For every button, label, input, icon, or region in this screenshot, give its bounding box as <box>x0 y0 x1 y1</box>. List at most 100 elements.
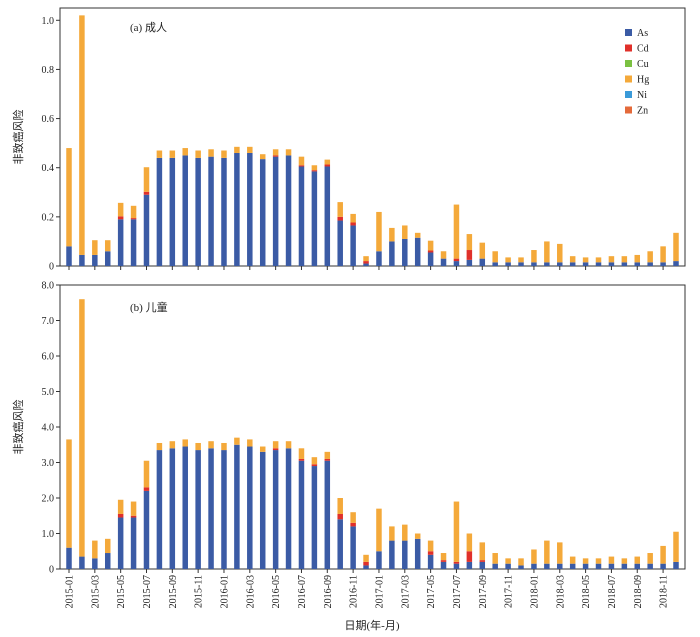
bar-segment-as <box>272 450 279 569</box>
bar-segment-hg <box>518 257 524 263</box>
panel-child-x-axis: 2015-01 2015-03 2015-05 2015-07 2015-09 2015-… <box>65 569 670 608</box>
legend-swatch-cd <box>625 44 632 52</box>
legend-label-as: As <box>637 28 648 39</box>
bar-segment-as <box>608 563 615 569</box>
legend-swatch-hg <box>625 75 632 83</box>
bar-segment-hg <box>440 553 447 561</box>
bar-segment-hg <box>324 159 331 165</box>
bar-segment-hg <box>182 148 188 156</box>
bar-segment-hg <box>673 531 679 562</box>
bar-segment-as <box>582 563 589 569</box>
bar-segment-hg <box>453 204 460 259</box>
bar-segment-as <box>363 565 369 569</box>
bar-segment-cd <box>130 218 137 220</box>
bar-segment-hg <box>117 202 124 217</box>
x-tick-label: 2018-01 <box>529 575 540 608</box>
bar-segment-as <box>479 561 486 569</box>
bar-segment-hg <box>531 250 537 263</box>
bar-segment-as <box>582 262 589 266</box>
bar-segment-as <box>363 263 369 266</box>
x-tick-label: 2016-05 <box>271 575 282 608</box>
bar-segment-as <box>259 451 266 569</box>
bar-segment-hg <box>208 441 214 449</box>
bar-segment-hg <box>376 508 382 552</box>
panel-adult-label: (a) 成人 <box>130 21 167 34</box>
bar-segment-hg <box>389 227 395 242</box>
bar-segment-as <box>182 446 188 569</box>
bar-segment-as <box>557 262 563 266</box>
bar-segment-hg <box>544 540 550 564</box>
bar-segment-as <box>608 262 615 266</box>
bar-segment-as <box>376 551 382 569</box>
bar-segment-as <box>569 262 576 266</box>
panel-adult-bars <box>66 15 679 266</box>
bar-segment-as <box>337 220 343 266</box>
bar-segment-cd <box>324 458 331 461</box>
x-tick-label: 2016-07 <box>297 575 308 608</box>
bar-segment-cd <box>350 222 356 226</box>
y-tick-label: 0.2 <box>42 212 55 223</box>
bar-segment-hg <box>389 526 395 541</box>
bar-segment-hg <box>634 254 641 263</box>
panel-adult-y-title: 非致癌风险 <box>11 110 25 165</box>
x-tick-label: 2016-03 <box>245 575 256 608</box>
bar-segment-hg <box>660 545 666 564</box>
bar-segment-as <box>130 219 137 266</box>
bar-segment-as <box>92 558 98 569</box>
bar-segment-cd <box>143 487 150 491</box>
bar-segment-as <box>492 563 498 569</box>
bar-segment-as <box>285 155 292 266</box>
legend-label-ni: Ni <box>637 90 647 101</box>
y-tick-label: 0.4 <box>42 163 55 174</box>
bar-segment-hg <box>79 15 85 255</box>
bar-segment-as <box>518 565 524 569</box>
bar-segment-as <box>531 262 537 266</box>
y-tick-label: 8.0 <box>42 281 55 292</box>
legend-swatch-ni <box>625 91 632 98</box>
bar-segment-hg <box>92 540 98 559</box>
bar-segment-hg <box>479 542 486 561</box>
bar-segment-hg <box>66 439 72 548</box>
bar-segment-as <box>595 563 602 569</box>
bar-segment-as <box>505 262 511 266</box>
bar-segment-hg <box>505 257 511 263</box>
bar-segment-as <box>337 519 343 569</box>
bar-segment-as <box>221 157 227 266</box>
bar-segment-as <box>402 540 408 569</box>
bar-segment-as <box>156 157 163 266</box>
bar-segment-hg <box>557 243 563 263</box>
bar-segment-as <box>414 538 421 569</box>
bar-segment-hg <box>234 146 240 153</box>
x-tick-label: 2018-07 <box>607 575 618 608</box>
x-tick-label: 2018-11 <box>659 575 670 608</box>
bar-segment-cd <box>363 261 369 264</box>
bar-segment-hg <box>285 149 292 156</box>
x-tick-label: 2016-11 <box>349 575 360 608</box>
bar-segment-as <box>143 490 150 569</box>
legend-label-cu: Cu <box>637 59 649 70</box>
panel-child-bars <box>66 299 679 569</box>
bar-segment-as <box>156 450 163 569</box>
bar-segment-as <box>440 561 447 569</box>
bar-segment-hg <box>143 460 150 488</box>
bar-segment-as <box>414 237 421 266</box>
bar-segment-as <box>544 563 550 569</box>
bar-segment-hg <box>156 150 163 158</box>
bar-segment-hg <box>531 549 537 564</box>
panel-child-y-title: 非致癌风险 <box>11 400 25 455</box>
bar-segment-as <box>479 258 486 266</box>
bar-segment-hg <box>311 457 318 465</box>
bar-segment-as <box>169 157 176 266</box>
bar-segment-cd <box>479 560 486 562</box>
legend-label-cd: Cd <box>637 44 649 55</box>
bar-segment-hg <box>208 149 214 157</box>
bar-segment-hg <box>544 241 550 263</box>
bar-segment-as <box>234 152 240 266</box>
bar-segment-hg <box>104 240 111 252</box>
bar-segment-as <box>221 450 227 569</box>
panel-adult: (a) 成人 0 0.2 0.4 0.6 0.8 1.0 非致癌风险 As Cd Cu Hg Ni… <box>11 7 686 273</box>
legend-swatch-cu <box>625 60 632 67</box>
y-tick-label: 0.8 <box>42 65 55 76</box>
bar-segment-as <box>259 159 266 266</box>
